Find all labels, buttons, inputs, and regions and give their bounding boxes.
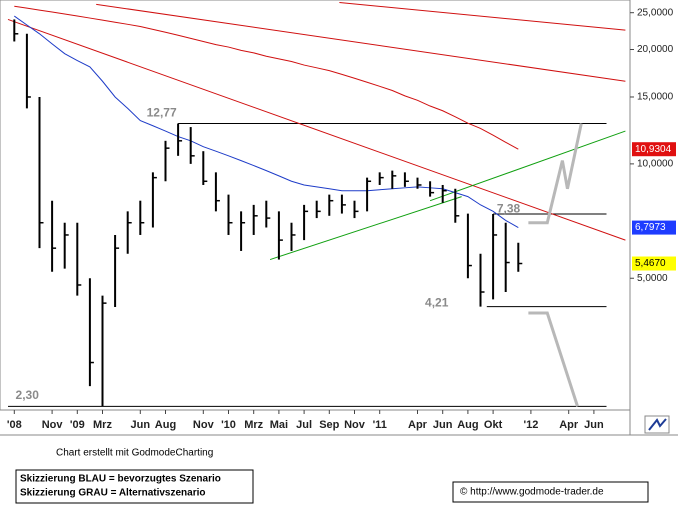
- trend-line: [429, 130, 626, 202]
- x-tick-label: '11: [373, 419, 387, 431]
- x-tick-label: Nov: [193, 419, 215, 431]
- trend-line: [339, 1, 626, 31]
- annotation: 2,30: [16, 388, 40, 402]
- copyright-box: [452, 481, 649, 503]
- x-tick-label: Jun: [584, 419, 604, 431]
- trend-line: [528, 123, 583, 225]
- x-tick-label: Jul: [296, 419, 312, 431]
- logo-icon: [648, 418, 667, 431]
- legend-box: [15, 469, 254, 504]
- trend-line: [96, 3, 626, 82]
- legend-note: Skizzierung BLAU = bevorzugtes Szenario: [20, 474, 221, 485]
- plot-frame: [0, 0, 631, 411]
- x-tick-label: Mrz: [244, 419, 263, 431]
- x-tick-label: '12: [523, 419, 538, 431]
- annotation: 4,21: [425, 295, 449, 309]
- legend-note: Skizzierung GRAU = Alternativszenario: [20, 488, 206, 499]
- y-tick-label: 15,0000: [637, 92, 674, 103]
- x-tick-label: '10: [221, 419, 236, 431]
- moving-average: [14, 5, 519, 150]
- logo: [644, 415, 670, 434]
- x-tick-label: Mrz: [93, 419, 112, 431]
- price-label-box: [632, 142, 676, 157]
- annotation: 7,38: [497, 201, 521, 215]
- trend-line: [528, 311, 579, 407]
- plot-area: [7, 1, 626, 407]
- price-label-box: [632, 220, 676, 235]
- price-label: 10,9304: [635, 144, 672, 155]
- x-tick-label: Sep: [319, 419, 339, 431]
- annotation: 12,77: [147, 105, 177, 119]
- x-tick-label: Nov: [344, 419, 366, 431]
- trend-line: [7, 18, 626, 241]
- trend-line: [269, 196, 462, 261]
- x-tick-label: Mai: [270, 419, 288, 431]
- x-tick-label: Okt: [484, 419, 503, 431]
- y-tick-label: 5,0000: [637, 273, 668, 284]
- x-tick-label: Nov: [42, 419, 64, 431]
- x-tick-label: Aug: [155, 419, 176, 431]
- price-label: 6,7973: [635, 222, 666, 233]
- x-tick-label: Jun: [433, 419, 453, 431]
- price-label-box: [632, 256, 676, 271]
- credit: Chart erstellt mit GodmodeCharting: [56, 448, 213, 459]
- y-tick-label: 25,0000: [637, 7, 674, 18]
- moving-average: [14, 15, 519, 229]
- x-tick-label: Apr: [559, 419, 579, 431]
- x-tick-label: Jun: [131, 419, 151, 431]
- x-tick-label: '09: [70, 419, 85, 431]
- y-tick-label: 20,0000: [637, 44, 674, 55]
- x-tick-label: Apr: [408, 419, 428, 431]
- x-tick-label: Aug: [457, 419, 478, 431]
- copyright: © http://www.godmode-trader.de: [460, 487, 604, 498]
- x-tick-label: '08: [7, 419, 22, 431]
- y-tick-label: 10,0000: [637, 159, 674, 170]
- price-label: 5,4670: [635, 258, 666, 269]
